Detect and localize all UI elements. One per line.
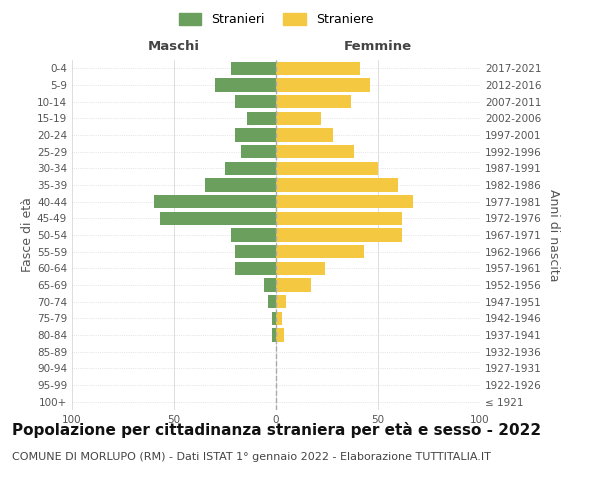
Bar — [215, 78, 276, 92]
Bar — [231, 62, 276, 75]
Bar — [276, 95, 352, 108]
Bar — [276, 212, 403, 225]
Bar — [276, 128, 333, 141]
Bar — [276, 145, 353, 158]
Bar — [276, 262, 325, 275]
Bar — [276, 228, 403, 241]
Bar — [235, 245, 276, 258]
Bar — [231, 228, 276, 241]
Y-axis label: Fasce di età: Fasce di età — [21, 198, 34, 272]
Text: Maschi: Maschi — [148, 40, 200, 52]
Legend: Stranieri, Straniere: Stranieri, Straniere — [175, 8, 377, 30]
Text: COMUNE DI MORLUPO (RM) - Dati ISTAT 1° gennaio 2022 - Elaborazione TUTTITALIA.IT: COMUNE DI MORLUPO (RM) - Dati ISTAT 1° g… — [12, 452, 491, 462]
Bar — [205, 178, 276, 192]
Bar — [276, 245, 364, 258]
Bar — [235, 262, 276, 275]
Bar — [235, 128, 276, 141]
Bar — [276, 78, 370, 92]
Bar — [241, 145, 276, 158]
Bar — [276, 112, 321, 125]
Bar — [247, 112, 276, 125]
Bar — [272, 312, 276, 325]
Y-axis label: Anni di nascita: Anni di nascita — [547, 188, 560, 281]
Bar — [272, 328, 276, 342]
Bar — [235, 95, 276, 108]
Bar — [276, 328, 284, 342]
Bar — [276, 62, 359, 75]
Bar — [225, 162, 276, 175]
Bar — [264, 278, 276, 291]
Bar — [276, 178, 398, 192]
Bar — [276, 162, 378, 175]
Bar — [268, 295, 276, 308]
Bar — [154, 195, 276, 208]
Bar — [276, 195, 413, 208]
Bar — [160, 212, 276, 225]
Bar — [276, 278, 311, 291]
Text: Popolazione per cittadinanza straniera per età e sesso - 2022: Popolazione per cittadinanza straniera p… — [12, 422, 541, 438]
Bar — [276, 312, 282, 325]
Bar — [276, 295, 286, 308]
Text: Femmine: Femmine — [344, 40, 412, 52]
